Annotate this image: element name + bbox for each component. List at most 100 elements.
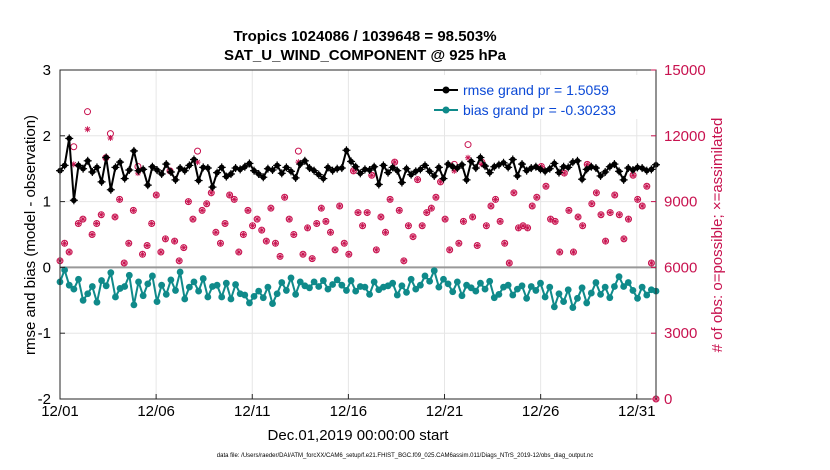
bias-point-16 — [130, 301, 138, 309]
obs-assimilated-point-38 — [231, 196, 238, 203]
obs-assimilated-point-99 — [510, 189, 517, 196]
rmse-point-105 — [541, 167, 550, 176]
rmse-point-128 — [647, 165, 656, 174]
obs-assimilated-point-120 — [607, 209, 614, 216]
rmse-point-60 — [333, 164, 342, 173]
rmse-point-126 — [638, 164, 647, 173]
rmse-point-52 — [296, 160, 305, 169]
obs-assimilated-stroke-103-3 — [529, 203, 535, 209]
obs-assimilated-point-74 — [396, 207, 403, 214]
obs-assimilated-point-98 — [506, 260, 513, 267]
obs-assimilated-stroke-38-3 — [231, 196, 237, 202]
obs-assimilated-point-61 — [336, 202, 343, 209]
rmse-point-21 — [153, 166, 162, 175]
obs-assimilated-point-101 — [520, 222, 527, 229]
obs-assimilated-point-65 — [355, 209, 361, 216]
obs-assimilated-stroke-115-3 — [584, 161, 590, 167]
rmse-point-87 — [457, 160, 466, 169]
left-tick-label-4: 2 — [43, 128, 51, 145]
obs-assimilated-stroke-126-3 — [635, 196, 641, 202]
bias-point-23 — [162, 290, 170, 298]
obs-assimilated-point-124 — [625, 216, 632, 223]
bias-point-14 — [121, 283, 129, 290]
y-axis-label-right: # of obs: o=possible; ×=assimilated — [709, 118, 726, 353]
obs-assimilated-stroke-94-3 — [488, 203, 494, 209]
obs-assimilated-point-26 — [176, 257, 183, 264]
bias-point-113 — [578, 284, 586, 292]
obs-assimilated-point-107 — [547, 216, 554, 223]
bias-point-57 — [319, 277, 327, 284]
bias-point-102 — [527, 283, 535, 290]
x-tick-label-4: 12/21 — [426, 403, 464, 420]
obs-assimilated-stroke-75-3 — [401, 258, 407, 264]
bias-point-35 — [218, 293, 226, 301]
bias-point-122 — [620, 283, 628, 290]
rmse-point-42 — [250, 166, 259, 175]
bias-point-72 — [389, 279, 397, 287]
obs-assimilated-stroke-15-3 — [126, 240, 132, 246]
rmse-point-62 — [342, 146, 351, 155]
bias-point-32 — [204, 293, 212, 301]
obs-assimilated-stroke-13-3 — [117, 196, 123, 202]
obs-assimilated-point-106 — [542, 183, 549, 190]
obs-assimilated-point-1 — [61, 240, 68, 247]
rmse-point-122 — [619, 175, 628, 184]
bias-point-83 — [440, 275, 447, 283]
obs-assimilated-stroke-60-3 — [332, 247, 338, 253]
bias-point-86 — [453, 278, 461, 286]
obs-assimilated-stroke-88-3 — [460, 218, 466, 224]
obs-assimilated-point-62 — [341, 240, 348, 247]
rmse-point-125 — [633, 163, 642, 172]
obs-assimilated-point-72 — [387, 196, 394, 203]
obs-assimilated-stroke-69-3 — [373, 247, 379, 253]
obs-assimilated-stroke-120-3 — [607, 210, 613, 216]
bias-point-47 — [273, 290, 281, 298]
rmse-point-15 — [125, 166, 134, 175]
rmse-point-71 — [384, 168, 393, 177]
obs-assimilated-stroke-100-3 — [515, 225, 521, 231]
bias-point-111 — [569, 304, 577, 311]
obs-assimilated-point-2 — [66, 249, 73, 256]
bias-point-61 — [338, 281, 346, 289]
obs-assimilated-point-54 — [304, 224, 311, 231]
rmse-point-4 — [74, 161, 83, 170]
bias-point-120 — [611, 283, 618, 290]
rmse-point-1 — [60, 161, 69, 170]
obs-assimilated-point-67 — [364, 209, 371, 216]
rmse-point-121 — [615, 167, 624, 176]
obs-assimilated-point-91 — [474, 242, 481, 249]
obs-assimilated-stroke-20-3 — [149, 221, 155, 227]
bias-point-92 — [481, 285, 489, 293]
rmse-point-24 — [166, 167, 175, 176]
obs-assimilated-point-97 — [501, 240, 508, 247]
bias-point-36 — [222, 279, 230, 287]
bias-point-55 — [310, 278, 318, 286]
obs-assimilated-point-69 — [373, 246, 380, 253]
bias-point-76 — [407, 275, 415, 283]
obs-assimilated-stroke-67-3 — [364, 210, 370, 216]
obs-assimilated-point-64 — [350, 167, 357, 174]
obs-assimilated-point-13 — [116, 196, 123, 203]
rmse-point-50 — [287, 167, 296, 176]
obs-assimilated-point-60 — [332, 246, 339, 253]
rmse-point-6 — [83, 156, 92, 165]
obs-assimilated-stroke-48-3 — [277, 253, 283, 259]
bias-point-31 — [199, 275, 207, 282]
bias-point-119 — [606, 294, 614, 302]
obs-assimilated-stroke-82-3 — [433, 194, 439, 200]
rmse-point-46 — [268, 166, 277, 175]
obs-assimilated-point-47 — [272, 240, 279, 247]
obs-assimilated-stroke-11-3 — [107, 135, 113, 141]
rmse-point-61 — [337, 164, 346, 173]
obs-assimilated-stroke-110-3 — [561, 170, 567, 176]
bias-point-104 — [537, 279, 544, 287]
bias-point-68 — [370, 278, 378, 286]
rmse-point-47 — [273, 161, 282, 170]
obs-assimilated-stroke-113-3 — [575, 214, 581, 220]
rmse-point-3 — [69, 196, 78, 205]
obs-assimilated-point-111 — [565, 207, 572, 214]
obs-assimilated-point-79 — [419, 222, 426, 229]
bias-point-7 — [88, 283, 96, 290]
obs-assimilated-point-117 — [593, 189, 600, 196]
rmse-point-76 — [407, 170, 416, 179]
